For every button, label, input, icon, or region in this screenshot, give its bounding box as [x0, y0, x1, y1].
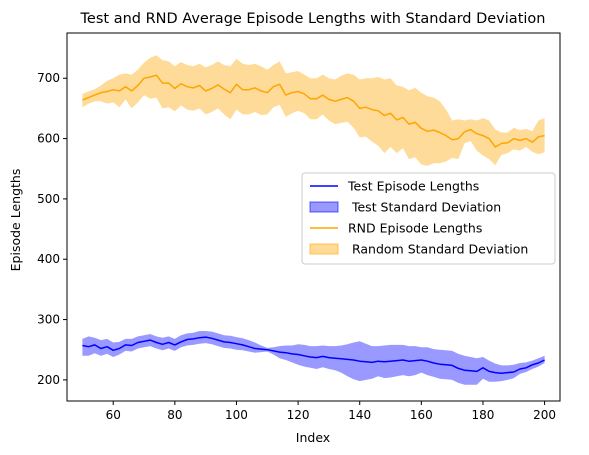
x-tick-label: 80 [167, 408, 182, 422]
legend-band-swatch [309, 201, 339, 213]
x-tick-label: 100 [225, 408, 248, 422]
x-tick-label: 200 [533, 408, 556, 422]
y-tick-label: 700 [37, 71, 60, 85]
legend: Test Episode Lengths Test Standard Devia… [301, 172, 556, 265]
x-axis-ticks: 60 80 100 120 140 160 180 200 [106, 401, 556, 422]
legend-band-swatch [309, 243, 339, 255]
x-tick-label: 160 [410, 408, 433, 422]
y-axis-label: Episode Lengths [8, 169, 23, 272]
y-tick-label: 400 [37, 252, 60, 266]
y-tick-label: 200 [37, 373, 60, 387]
y-tick-label: 300 [37, 313, 60, 327]
x-tick-label: 60 [106, 408, 121, 422]
lines-layer [82, 74, 545, 374]
x-tick-label: 140 [348, 408, 371, 422]
legend-label: RND Episode Lengths [348, 221, 482, 236]
y-tick-label: 600 [37, 132, 60, 146]
chart-title: Test and RND Average Episode Lengths wit… [80, 11, 546, 27]
x-tick-label: 180 [472, 408, 495, 422]
test-episode-line [82, 336, 545, 374]
x-tick-label: 120 [287, 408, 310, 422]
y-axis-ticks: 200 300 400 500 600 700 [37, 71, 67, 387]
plot-frame [66, 32, 561, 402]
x-axis-label: Index [296, 430, 330, 445]
legend-label: Test Episode Lengths [347, 179, 479, 194]
rnd-std-band [82, 55, 545, 166]
legend-label: Random Standard Deviation [348, 242, 528, 257]
legend-box [301, 172, 556, 265]
legend-label: Test Standard Deviation [348, 200, 501, 215]
y-tick-label: 500 [37, 192, 60, 206]
rnd-episode-line [82, 74, 545, 148]
